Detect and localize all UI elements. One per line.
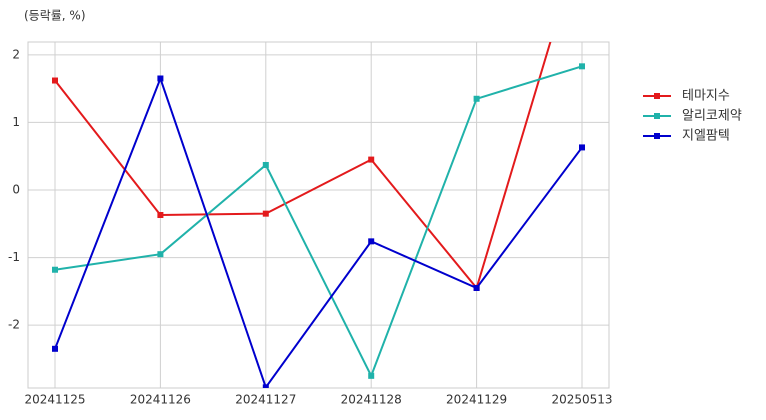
marker: [52, 77, 58, 84]
marker: [157, 212, 164, 218]
y-tick-label: 1: [12, 115, 20, 129]
marker: [157, 75, 164, 82]
line: [54, 42, 552, 291]
series: [52, 42, 552, 291]
legend-marker: [654, 133, 660, 139]
marker: [579, 144, 585, 151]
marker: [579, 63, 585, 70]
legend-label: 지엘팜텍: [682, 129, 730, 144]
legend-marker: [654, 113, 660, 119]
marker: [473, 284, 480, 291]
plot-frame: [27, 41, 610, 389]
x-tick-label: 20250513: [551, 393, 612, 407]
y-tick-label: 0: [12, 182, 20, 196]
series: [52, 63, 585, 379]
y-tick-label: -2: [8, 318, 20, 332]
x-tick-label: 20241129: [446, 393, 507, 407]
series: [52, 75, 585, 388]
marker: [368, 238, 375, 245]
line: [54, 65, 583, 379]
marker: [52, 266, 58, 273]
y-tick-label: 2: [12, 47, 20, 61]
chart-title: (등락률, %): [24, 9, 86, 23]
marker: [368, 372, 375, 379]
marker: [473, 95, 480, 102]
marker: [262, 210, 269, 217]
marker: [262, 384, 269, 388]
marker: [262, 161, 269, 168]
legend-label: 테마지수: [682, 89, 730, 104]
x-tick-label: 20241125: [24, 393, 85, 407]
legend-marker: [654, 93, 660, 99]
x-tick-label: 20241128: [341, 393, 402, 407]
x-tick-label: 20241127: [235, 393, 296, 407]
marker: [157, 251, 164, 258]
line: [54, 75, 583, 388]
y-tick-label: -1: [8, 250, 20, 264]
legend-label: 알리코제약: [682, 109, 742, 124]
x-tick-label: 20241126: [130, 393, 191, 407]
marker: [52, 345, 58, 352]
marker: [368, 156, 375, 163]
